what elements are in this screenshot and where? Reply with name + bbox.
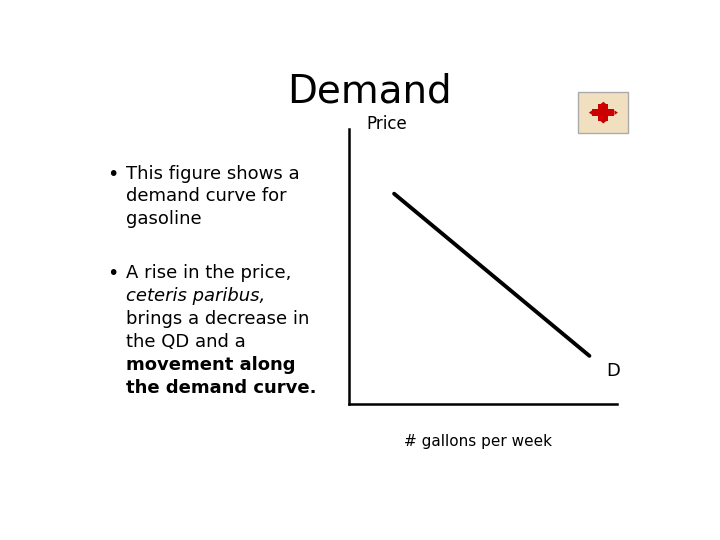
- Text: brings a decrease in: brings a decrease in: [126, 310, 310, 328]
- Text: A rise in the price,: A rise in the price,: [126, 265, 292, 282]
- Text: •: •: [107, 265, 118, 284]
- FancyBboxPatch shape: [578, 92, 629, 133]
- Polygon shape: [614, 110, 618, 115]
- Polygon shape: [600, 102, 606, 104]
- Text: •: •: [107, 165, 118, 184]
- Text: movement along: movement along: [126, 356, 296, 374]
- Text: the demand curve.: the demand curve.: [126, 379, 317, 397]
- Bar: [593, 109, 614, 116]
- Text: demand curve for: demand curve for: [126, 187, 287, 205]
- Text: the QD and a: the QD and a: [126, 333, 246, 351]
- Text: Price: Price: [366, 116, 407, 133]
- Polygon shape: [589, 110, 593, 115]
- Polygon shape: [600, 121, 606, 124]
- Text: This figure shows a: This figure shows a: [126, 165, 300, 183]
- Text: ceteris paribus,: ceteris paribus,: [126, 287, 266, 305]
- Bar: [599, 109, 608, 116]
- Text: Demand: Demand: [287, 73, 451, 111]
- Text: gasoline: gasoline: [126, 210, 202, 228]
- Text: # gallons per week: # gallons per week: [404, 434, 552, 449]
- Text: D: D: [606, 362, 620, 380]
- Bar: [598, 104, 608, 121]
